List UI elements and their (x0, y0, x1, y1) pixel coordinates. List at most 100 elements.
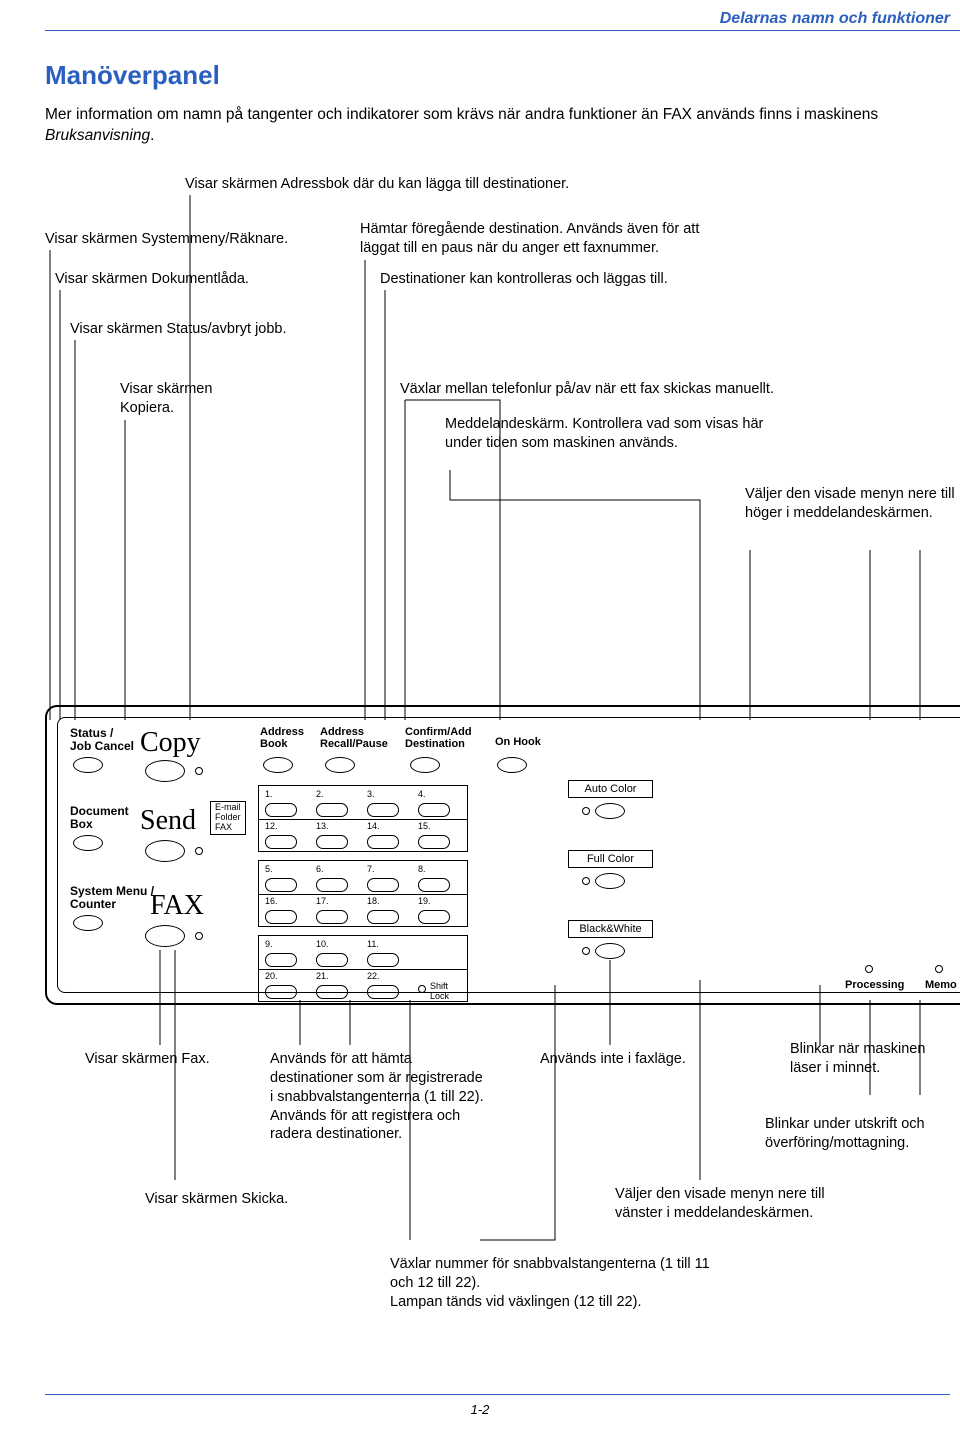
key-2[interactable] (316, 803, 348, 817)
callout-skicka: Visar skärmen Skicka. (145, 1190, 345, 1209)
intro-paragraph: Mer information om namn på tangenter och… (45, 105, 930, 147)
led-full-color (582, 877, 590, 885)
key-7-num: 7. (367, 864, 375, 874)
key-19[interactable] (418, 910, 450, 924)
key-6-num: 6. (316, 864, 324, 874)
key-18-num: 18. (367, 896, 380, 906)
label-processing: Processing (845, 980, 904, 992)
btn-status-jobcancel[interactable] (73, 757, 103, 773)
footer-rule (45, 1394, 950, 1395)
keypad-block-3: 9. 10. 11. 20. 21. 22. Shift Lock (258, 935, 468, 1002)
callout-destctrl: Destinationer kan kontrolleras och lägga… (380, 270, 740, 289)
callout-fax: Visar skärmen Fax. (85, 1050, 245, 1069)
callout-dokumentlada: Visar skärmen Dokumentlåda. (55, 270, 315, 289)
btn-copy[interactable] (145, 760, 185, 782)
btn-address-book[interactable] (263, 757, 293, 773)
key-22[interactable] (367, 985, 399, 999)
key-12-num: 12. (265, 821, 278, 831)
key-3[interactable] (367, 803, 399, 817)
btn-send[interactable] (145, 840, 185, 862)
callout-vaxlar-nummer: Växlar nummer för snabbvalstangenterna (… (390, 1255, 730, 1312)
callout-blinkar-minnet: Blinkar när maskinen läser i minnet. (790, 1040, 950, 1078)
header-section: Delarnas namn och funktioner (720, 10, 950, 28)
led-send (195, 847, 203, 855)
label-confirm-add: Confirm/Add Destination (405, 727, 472, 750)
key-11[interactable] (367, 953, 399, 967)
btn-confirm-add[interactable] (410, 757, 440, 773)
key-17-num: 17. (316, 896, 329, 906)
callout-hamtar: Hämtar föregående destination. Används ä… (360, 220, 740, 258)
key-4[interactable] (418, 803, 450, 817)
key-13[interactable] (316, 835, 348, 849)
key-8[interactable] (418, 878, 450, 892)
label-on-hook: On Hook (495, 737, 541, 749)
key-15-num: 15. (418, 821, 431, 831)
label-memory: Memo (925, 980, 957, 992)
led-black-white (582, 947, 590, 955)
label-copy: Copy (140, 727, 201, 759)
label-send: Send (140, 805, 196, 837)
callout-blinkar-utskrift: Blinkar under utskrift och överföring/mo… (765, 1115, 955, 1153)
header-rule (45, 30, 960, 31)
key-16[interactable] (265, 910, 297, 924)
key-21-num: 21. (316, 971, 329, 981)
btn-auto-color[interactable] (595, 803, 625, 819)
callout-meddel: Meddelandeskärm. Kontrollera vad som vis… (445, 415, 795, 453)
key-11-num: 11. (367, 939, 379, 949)
label-auto-color: Auto Color (568, 780, 653, 798)
key-9-num: 9. (265, 939, 273, 949)
callout-systemmeny: Visar skärmen Systemmeny/Räknare. (45, 230, 305, 249)
send-sublabel: E-mail Folder FAX (210, 801, 246, 835)
key-14-num: 14. (367, 821, 380, 831)
key-15[interactable] (418, 835, 450, 849)
intro-post: . (150, 127, 154, 144)
led-fax (195, 932, 203, 940)
callout-adressbok: Visar skärmen Adressbok där du kan lägga… (185, 175, 685, 194)
key-4-num: 4. (418, 789, 426, 799)
btn-on-hook[interactable] (497, 757, 527, 773)
btn-address-recall[interactable] (325, 757, 355, 773)
key-7[interactable] (367, 878, 399, 892)
key-10[interactable] (316, 953, 348, 967)
key-5-num: 5. (265, 864, 273, 874)
key-17[interactable] (316, 910, 348, 924)
key-20[interactable] (265, 985, 297, 999)
callout-inte-fax: Används inte i faxläge. (540, 1050, 720, 1069)
btn-system-menu[interactable] (73, 915, 103, 931)
label-address-recall: Address Recall/Pause (320, 727, 388, 750)
label-system-menu: System Menu / Counter (70, 885, 154, 910)
label-full-color: Full Color (568, 850, 653, 868)
callout-vaxlar: Växlar mellan telefonlur på/av när ett f… (400, 380, 830, 399)
callout-valjerhoger: Väljer den visade menyn nere till höger … (745, 485, 955, 523)
callout-snabbval: Används för att hämta destinationer som … (270, 1050, 490, 1144)
key-12[interactable] (265, 835, 297, 849)
key-21[interactable] (316, 985, 348, 999)
led-shiftlock (418, 985, 426, 993)
page-title: Manöverpanel (45, 60, 220, 91)
label-shiftlock: Shift Lock (430, 981, 461, 1001)
btn-black-white[interactable] (595, 943, 625, 959)
btn-document-box[interactable] (73, 835, 103, 851)
key-3-num: 3. (367, 789, 375, 799)
key-5[interactable] (265, 878, 297, 892)
key-6[interactable] (316, 878, 348, 892)
key-13-num: 13. (316, 821, 329, 831)
label-status-jobcancel: Status / Job Cancel (70, 727, 134, 752)
key-9[interactable] (265, 953, 297, 967)
label-address-book: Address Book (260, 727, 304, 750)
key-14[interactable] (367, 835, 399, 849)
key-8-num: 8. (418, 864, 426, 874)
callout-kopiera: Visar skärmen Kopiera. (120, 380, 270, 418)
key-18[interactable] (367, 910, 399, 924)
intro-italic: Bruksanvisning (45, 127, 150, 144)
led-copy (195, 767, 203, 775)
keypad-block-2: 5. 6. 7. 8. 16. 17. 18. 19. (258, 860, 468, 927)
btn-full-color[interactable] (595, 873, 625, 889)
key-1[interactable] (265, 803, 297, 817)
keypad-block-1: 1. 2. 3. 4. 12. 13. 14. 15. (258, 785, 468, 852)
label-document-box: Document Box (70, 805, 129, 830)
page-number: 1-2 (0, 1402, 960, 1417)
btn-fax[interactable] (145, 925, 185, 947)
callout-valjer-vanster: Väljer den visade menyn nere till vänste… (615, 1185, 835, 1223)
key-20-num: 20. (265, 971, 278, 981)
